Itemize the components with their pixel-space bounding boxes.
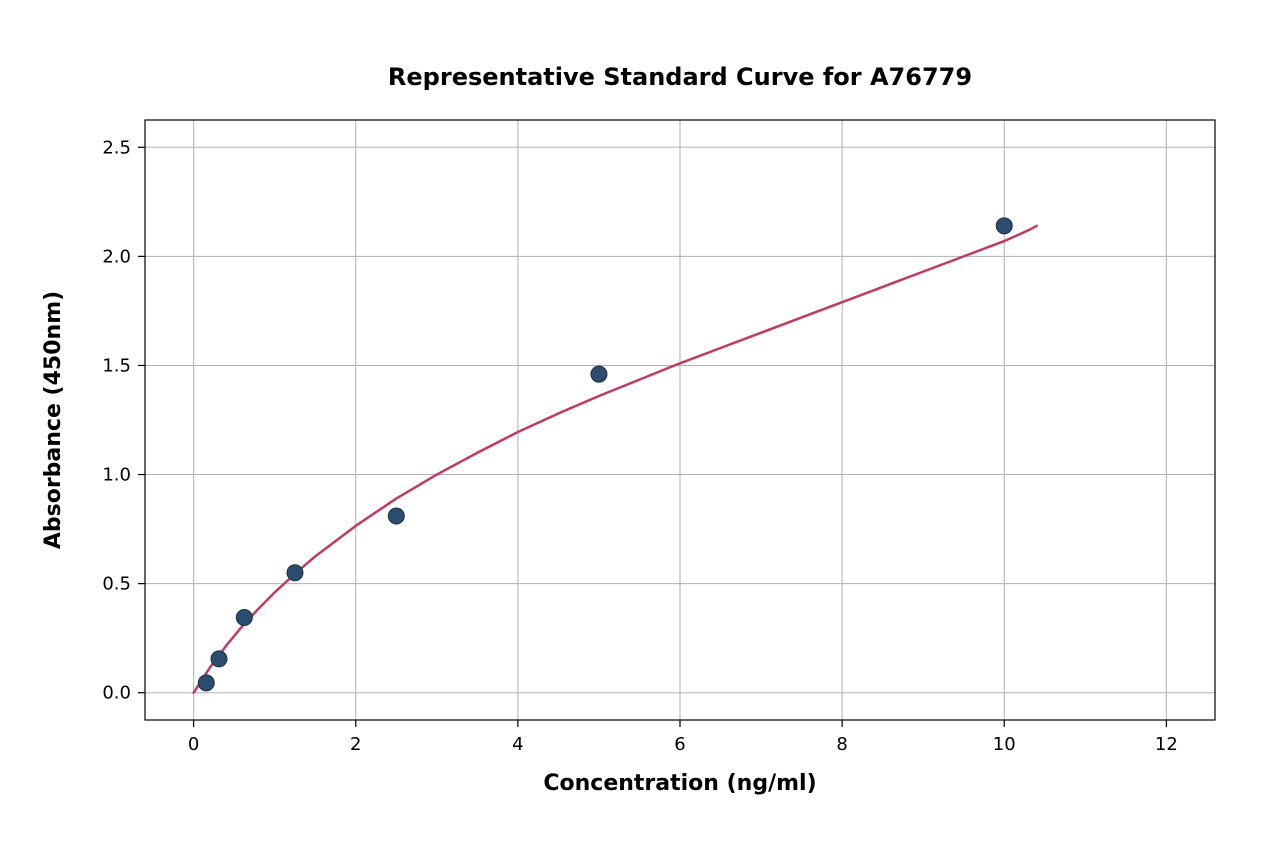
y-tick-label: 1.5: [102, 355, 131, 376]
data-point: [236, 609, 252, 625]
data-point: [388, 508, 404, 524]
data-point: [287, 565, 303, 581]
x-axis-label: Concentration (ng/ml): [543, 771, 816, 796]
y-tick-label: 1.0: [102, 465, 131, 486]
y-tick-label: 0.0: [102, 683, 131, 704]
data-point: [996, 218, 1012, 234]
x-tick-label: 12: [1155, 734, 1178, 755]
y-axis-label: Absorbance (450nm): [41, 291, 66, 549]
y-tick-label: 0.5: [102, 574, 131, 595]
x-tick-label: 0: [188, 734, 199, 755]
chart-background: [0, 0, 1280, 845]
x-tick-label: 10: [993, 734, 1016, 755]
x-tick-label: 8: [836, 734, 847, 755]
x-tick-label: 2: [350, 734, 361, 755]
chart-container: 0 2 4 6 8 10 12 0.0 0.5 1.0 1.5 2.0 2.5 Concentration…: [0, 0, 1280, 845]
chart-title: Representative Standard Curve for A76779: [388, 63, 972, 91]
data-point: [591, 366, 607, 382]
x-tick-label: 4: [512, 734, 523, 755]
data-point: [198, 675, 214, 691]
x-tick-label: 6: [674, 734, 685, 755]
chart-svg: 0 2 4 6 8 10 12 0.0 0.5 1.0 1.5 2.0 2.5 Concentration…: [0, 0, 1280, 845]
y-tick-label: 2.0: [102, 246, 131, 267]
y-tick-label: 2.5: [102, 137, 131, 158]
data-point: [211, 651, 227, 667]
